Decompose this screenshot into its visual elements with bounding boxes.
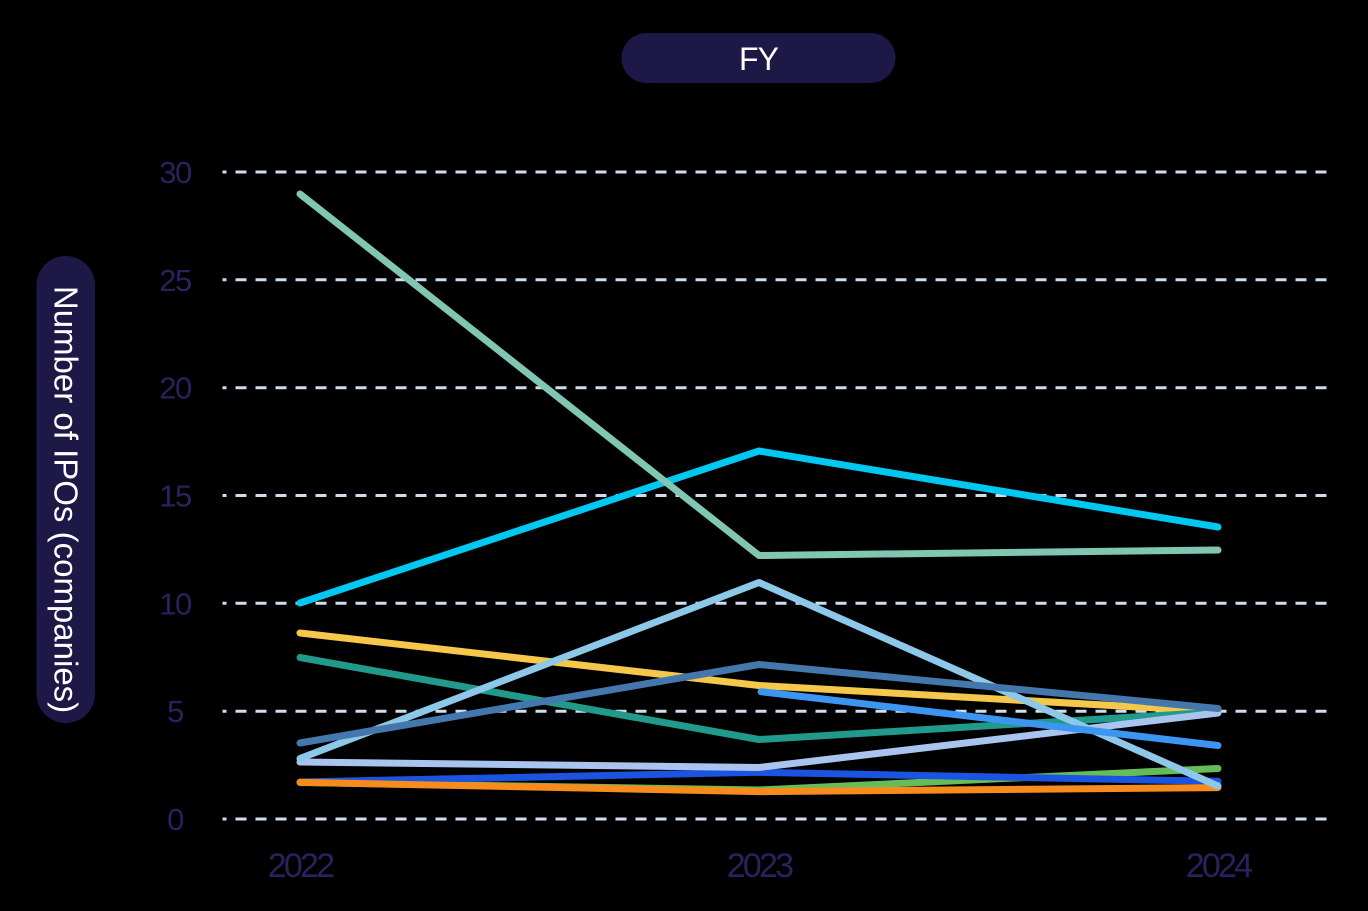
svg-text:2023: 2023	[727, 847, 793, 885]
svg-text:FY: FY	[739, 41, 779, 77]
svg-text:10: 10	[159, 586, 192, 621]
svg-text:5: 5	[167, 694, 183, 729]
svg-text:30: 30	[159, 155, 192, 190]
svg-text:Number of IPOs (companies): Number of IPOs (companies)	[47, 286, 84, 713]
svg-text:2022: 2022	[268, 847, 334, 885]
svg-text:20: 20	[159, 371, 192, 406]
svg-text:15: 15	[159, 479, 191, 514]
svg-text:2024: 2024	[1186, 847, 1252, 885]
svg-text:0: 0	[167, 802, 184, 837]
svg-text:25: 25	[159, 263, 191, 298]
